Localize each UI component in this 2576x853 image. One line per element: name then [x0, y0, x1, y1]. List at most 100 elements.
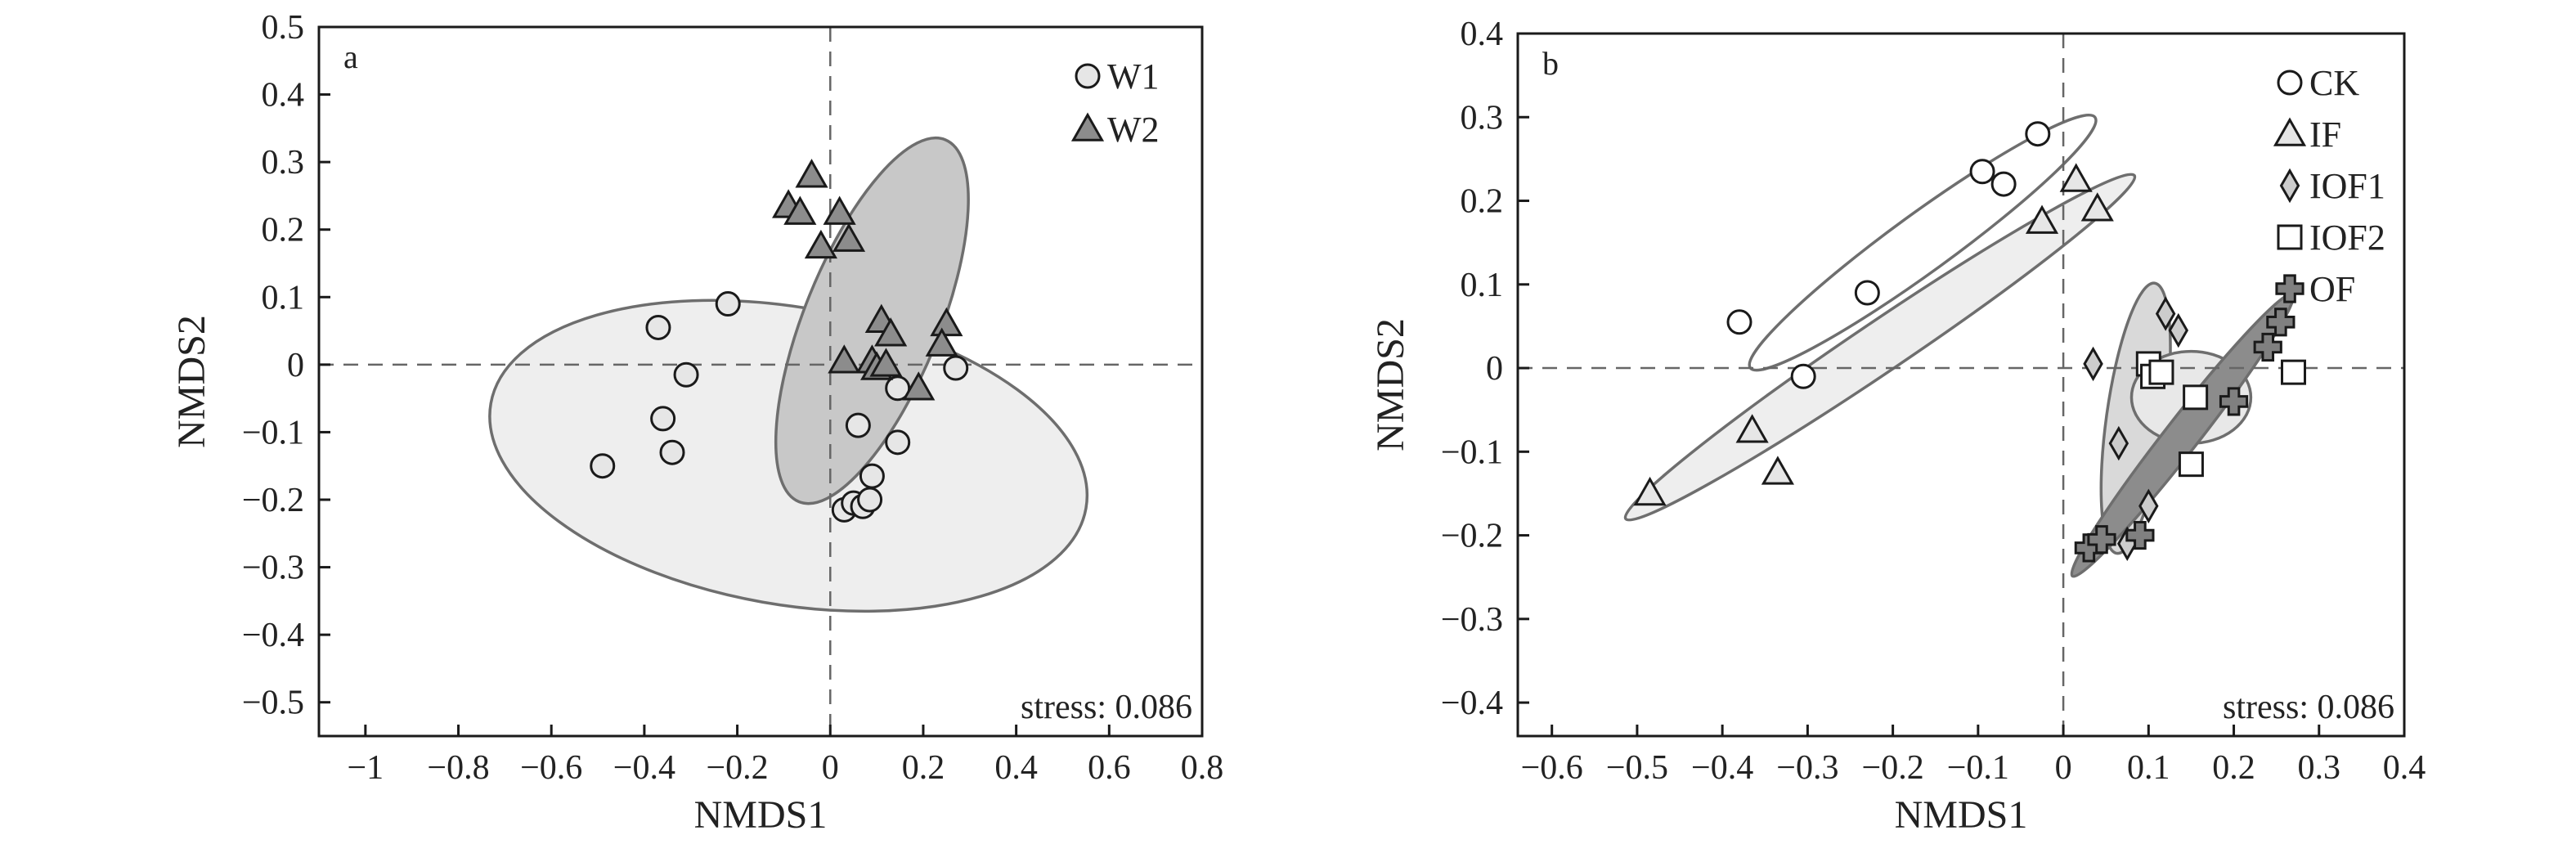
legend-marker-ck	[2277, 70, 2303, 96]
data-point-ck	[2025, 121, 2051, 147]
data-point-ck	[1990, 171, 2017, 197]
x-tick-label: 0	[822, 749, 839, 787]
y-tick-label: −0.4	[1441, 685, 1503, 722]
y-tick-label: 0.2	[262, 212, 305, 249]
y-axis-title: NMDS2	[1369, 318, 1412, 451]
data-point-w2	[804, 229, 837, 259]
legend-label-iof2: IOF2	[2309, 218, 2385, 258]
points-layer	[1633, 121, 2306, 563]
data-point-w1	[650, 406, 676, 432]
plot-frame	[1516, 32, 2406, 738]
data-point-of	[2219, 387, 2249, 416]
panel-b: −0.6 −0.5 −0.4 −0.3 −0.2 −0.1 0 0.1 0.2 0.3 0.4 0.4…	[1369, 16, 2426, 837]
data-point-w2	[925, 327, 958, 357]
data-point-w1	[659, 439, 685, 465]
y-tick-label: −0.1	[242, 414, 304, 451]
x-tick-label: 0.4	[2383, 749, 2426, 787]
x-axis-title: NMDS1	[694, 793, 828, 837]
data-point-iof2	[2178, 451, 2204, 478]
x-tick-label: −0.4	[613, 749, 675, 787]
data-point-w1	[859, 463, 885, 489]
data-point-if	[1735, 414, 1769, 443]
legend-marker-w2	[1070, 112, 1105, 141]
y-tick-label: −0.3	[242, 550, 304, 587]
y-tick-label: 0.1	[262, 279, 305, 317]
legend-marker-of	[2275, 274, 2304, 303]
data-point-iof1	[2155, 296, 2176, 331]
legend-marker-w1	[1075, 63, 1101, 89]
data-point-of	[2266, 308, 2296, 337]
legend-label-iof1: IOF1	[2309, 166, 2385, 206]
legend-marker-iof1	[2279, 168, 2300, 204]
data-point-w2	[930, 307, 963, 337]
data-point-w2	[828, 344, 861, 374]
x-tick-label: −0.8	[427, 749, 489, 787]
data-point-if	[2025, 204, 2059, 234]
data-point-ck	[1969, 159, 1995, 185]
data-point-iof2	[2281, 359, 2306, 385]
data-point-if	[2080, 192, 2114, 222]
ellipse-layer	[1623, 114, 2296, 578]
y-tick-label: 0.3	[262, 144, 305, 182]
data-point-w1	[885, 429, 911, 456]
x-tick-label: 0.3	[2298, 749, 2341, 787]
data-point-w1	[673, 361, 699, 388]
data-point-w2	[823, 195, 856, 225]
legend-label-w1: W1	[1107, 56, 1160, 97]
data-point-w2	[902, 371, 936, 401]
legend: CK IF IOF1 IOF2 OF	[2273, 63, 2385, 309]
y-tick-label: −0.2	[1441, 518, 1503, 555]
y-tick-label: 0.4	[1461, 16, 1504, 53]
y-tick-label: 0.1	[1461, 267, 1504, 304]
data-point-iof2	[2148, 359, 2174, 385]
x-tick-label: 0.6	[1088, 749, 1131, 787]
y-tick-label: 0.5	[262, 9, 305, 47]
x-tick-label: −0.6	[1521, 749, 1583, 787]
data-point-w1	[943, 355, 969, 381]
x-tick-label: 0.2	[2212, 749, 2255, 787]
y-tick-label: −0.3	[1441, 601, 1503, 639]
panel-letter: a	[343, 38, 358, 75]
data-point-ck	[1726, 309, 1752, 335]
y-tick-label: 0	[1486, 350, 1503, 388]
data-point-w2	[795, 159, 828, 188]
y-tick-label: 0.4	[262, 77, 305, 114]
plot-frame	[317, 25, 1204, 738]
data-point-ck	[1854, 280, 1880, 306]
x-tick-label: −0.2	[706, 749, 768, 787]
data-point-if	[2059, 163, 2093, 192]
axes-layer: −0.6 −0.5 −0.4 −0.3 −0.2 −0.1 0 0.1 0.2 0.3 0.4 0.4…	[1441, 16, 2426, 787]
stress-annotation: stress: 0.086	[2223, 689, 2394, 726]
y-tick-label: −0.4	[242, 617, 304, 654]
data-point-iof1	[2138, 488, 2159, 523]
data-point-iof2	[2183, 384, 2209, 411]
legend-label-ck: CK	[2309, 63, 2359, 103]
x-tick-label: −0.4	[1691, 749, 1753, 787]
x-tick-label: −0.1	[1947, 749, 2009, 787]
x-tick-label: 0.4	[994, 749, 1038, 787]
x-tick-label: −0.5	[1606, 749, 1668, 787]
x-axis-title: NMDS1	[1895, 793, 2028, 837]
x-tick-label: −0.6	[520, 749, 582, 787]
x-tick-label: 0.1	[2127, 749, 2170, 787]
x-tick-label: −0.2	[1862, 749, 1924, 787]
legend-label-of: OF	[2309, 269, 2355, 309]
x-tick-label: 0.2	[902, 749, 945, 787]
y-tick-label: 0	[287, 347, 304, 384]
stress-annotation: stress: 0.086	[1021, 689, 1192, 726]
x-tick-label: 0.8	[1181, 749, 1224, 787]
data-point-w2	[783, 195, 817, 225]
data-point-of	[2253, 332, 2282, 362]
data-point-w2	[869, 348, 903, 377]
legend-marker-if	[2273, 117, 2307, 146]
data-point-iof1	[2108, 425, 2129, 461]
x-tick-label: 0	[2055, 749, 2072, 787]
data-point-of	[2125, 520, 2155, 550]
legend-label-if: IF	[2309, 114, 2341, 155]
x-tick-label: −1	[347, 749, 384, 787]
data-point-w2	[874, 317, 908, 347]
data-point-w1	[715, 291, 741, 317]
points-layer	[590, 159, 969, 523]
